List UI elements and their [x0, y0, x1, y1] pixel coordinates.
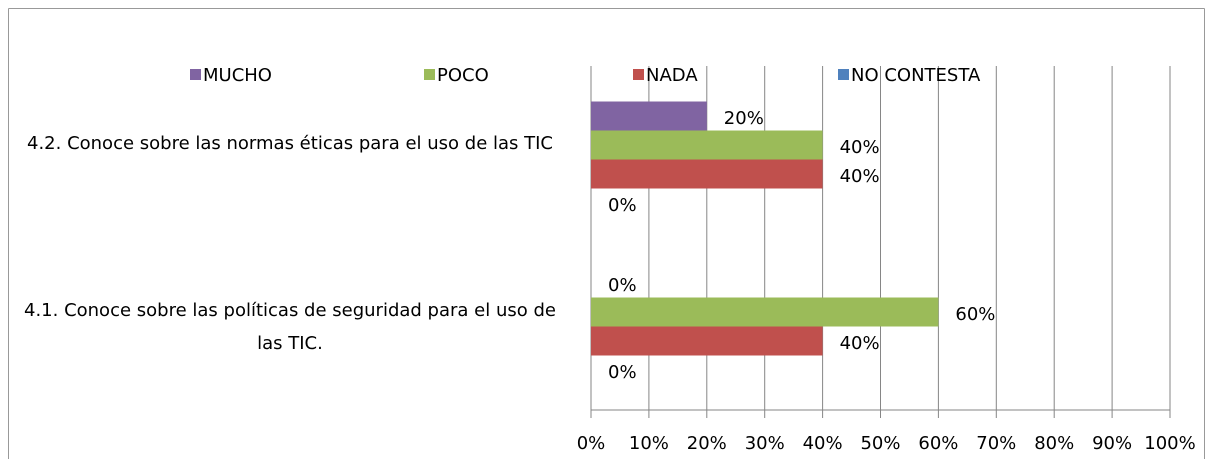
bar — [591, 101, 707, 131]
legend-swatch — [838, 69, 849, 80]
x-tick-label: 10% — [629, 433, 669, 454]
x-tick-label: 90% — [1092, 433, 1132, 454]
value-label: 0% — [608, 275, 637, 296]
bar — [591, 130, 823, 160]
legend-label: NADA — [646, 65, 698, 86]
x-tick-label: 0% — [577, 433, 606, 454]
x-tick-label: 50% — [860, 433, 900, 454]
bar — [591, 159, 823, 189]
value-label: 40% — [840, 166, 880, 187]
x-tick-label: 20% — [687, 433, 727, 454]
x-tick-label: 30% — [745, 433, 785, 454]
x-tick-label: 70% — [976, 433, 1016, 454]
x-tick-label: 100% — [1144, 433, 1195, 454]
x-tick-label: 40% — [803, 433, 843, 454]
y-tick-label: 4.2. Conoce sobre las normas éticas para… — [27, 132, 553, 154]
value-label: 40% — [840, 137, 880, 158]
legend-label: POCO — [437, 65, 489, 86]
x-tick-label: 60% — [918, 433, 958, 454]
bar — [591, 297, 939, 327]
value-label: 60% — [955, 304, 995, 325]
legend-swatch — [424, 69, 435, 80]
value-label: 20% — [724, 108, 764, 129]
value-label: 0% — [608, 195, 637, 216]
y-tick-label: 4.1. Conoce sobre las políticas de segur… — [24, 299, 556, 354]
legend-swatch — [190, 69, 201, 80]
bar — [591, 326, 823, 356]
value-label: 0% — [608, 362, 637, 383]
legend-label: MUCHO — [203, 65, 272, 86]
value-label: 40% — [840, 333, 880, 354]
legend-label: NO CONTESTA — [851, 65, 981, 86]
x-tick-label: 80% — [1034, 433, 1074, 454]
legend-swatch — [633, 69, 644, 80]
